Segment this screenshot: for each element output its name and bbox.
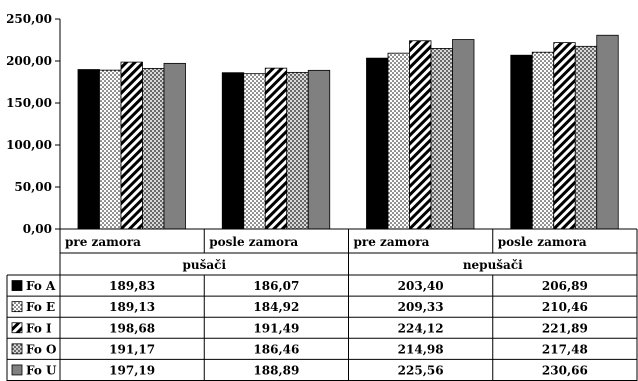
data-label: 198,68 (109, 321, 155, 335)
category-label: pre zamora (65, 235, 141, 249)
y-axis: 0,00 50,00 100,00 150,00 200,00 250,00 (6, 12, 61, 236)
data-label: 214,98 (398, 342, 444, 356)
bar-fo-e-2 (387, 52, 410, 230)
category-label: posle zamora (498, 235, 587, 249)
data-label: 188,89 (253, 363, 299, 377)
group-label: nepušači (463, 258, 523, 272)
data-label: 189,83 (109, 279, 155, 293)
data-label: 184,92 (253, 300, 299, 314)
group-label: pušači (182, 258, 226, 272)
bar-fo-i-3 (553, 42, 576, 230)
legend-label: Fo I (26, 321, 52, 335)
category-label: pre zamora (354, 235, 430, 249)
data-label: 189,13 (109, 300, 155, 314)
bar-fo-a-3 (510, 54, 533, 230)
bar-fo-o-2 (430, 48, 453, 230)
y-tick-label: 100,00 (6, 138, 52, 152)
bar-fo-e-1 (243, 73, 266, 230)
bar-fo-o-3 (574, 45, 598, 230)
bar-fo-e-3 (531, 51, 555, 230)
legend-swatch-fo-e (11, 301, 23, 313)
bar-fo-i-2 (409, 40, 432, 230)
category-label: posle zamora (209, 235, 298, 249)
data-label: 225,56 (398, 363, 444, 377)
data-label: 203,40 (398, 279, 444, 293)
bar-fo-a-0 (77, 69, 100, 230)
bar-fo-i-1 (264, 67, 288, 230)
bar-fo-u-1 (307, 69, 331, 230)
y-tick-label: 50,00 (14, 180, 52, 194)
legend-swatch-fo-i (11, 322, 23, 334)
legend-label: Fo U (26, 363, 57, 377)
data-label: 186,07 (253, 279, 299, 293)
legend-swatch-fo-o (11, 343, 23, 355)
data-label: 210,46 (542, 300, 588, 314)
data-label: 191,49 (253, 321, 299, 335)
data-label: 209,33 (398, 300, 444, 314)
data-label: 191,17 (109, 342, 155, 356)
y-tick-label: 0,00 (23, 222, 52, 236)
legend-label: Fo A (26, 279, 56, 293)
y-tick-label: 250,00 (6, 12, 52, 26)
bar-fo-o-0 (142, 68, 165, 230)
bar-fo-u-3 (596, 34, 619, 230)
data-label: 206,89 (542, 279, 588, 293)
legend-label: Fo E (26, 300, 55, 314)
legend-swatch-fo-u (11, 364, 23, 376)
data-label: 230,66 (542, 363, 588, 377)
bar-fo-a-1 (221, 72, 245, 230)
data-label: 197,19 (109, 363, 155, 377)
y-tick-label: 200,00 (6, 54, 52, 68)
bar-fo-a-2 (366, 57, 389, 230)
data-label: 221,89 (542, 321, 588, 335)
y-tick-label: 150,00 (6, 96, 52, 110)
bar-fo-u-0 (163, 62, 186, 230)
bars (77, 34, 619, 230)
bar-fo-o-1 (286, 71, 309, 230)
data-label: 217,48 (542, 342, 588, 356)
data-table: pre zamora posle zamora pre zamora posle za… (6, 228, 638, 381)
data-label: 186,46 (253, 342, 299, 356)
data-label: 224,12 (398, 321, 444, 335)
legend-label: Fo O (26, 342, 57, 356)
legend-swatch-fo-a (11, 280, 23, 291)
bar-fo-i-0 (120, 61, 143, 230)
bar-fo-u-2 (452, 39, 475, 230)
bar-fo-e-0 (99, 69, 122, 230)
